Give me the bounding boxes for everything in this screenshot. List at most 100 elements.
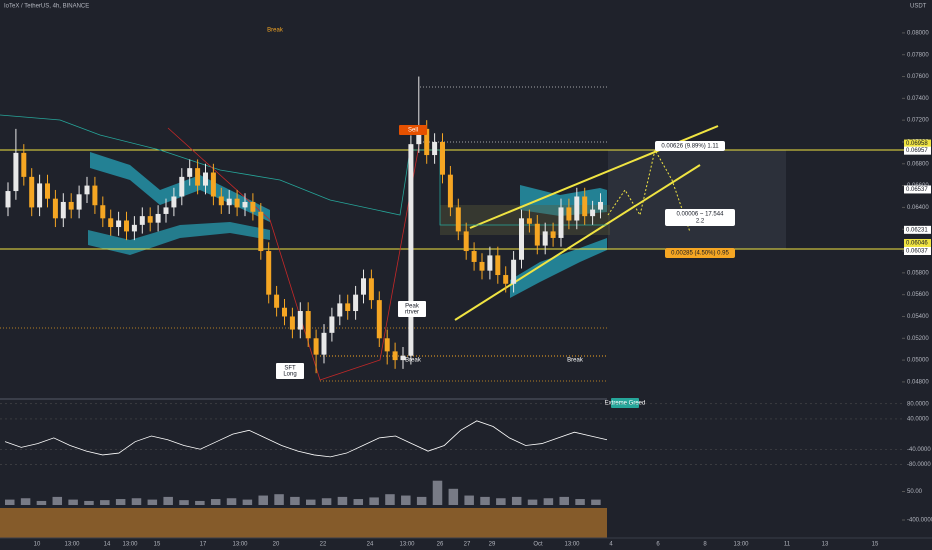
x-tick-label: Oct bbox=[533, 542, 543, 548]
candle-body bbox=[258, 211, 264, 252]
volume-bar bbox=[5, 499, 15, 505]
candle-body bbox=[139, 216, 145, 225]
x-tick-label: 14 bbox=[104, 542, 111, 548]
candle-body bbox=[5, 191, 11, 208]
x-tick-label: 13:00 bbox=[733, 542, 749, 548]
measure-box bbox=[665, 248, 735, 258]
volume-bar bbox=[84, 500, 94, 505]
x-tick-label: 13 bbox=[822, 542, 829, 548]
candle-body bbox=[542, 231, 548, 246]
volume-bar bbox=[337, 496, 348, 505]
x-tick-label: 4 bbox=[609, 542, 613, 548]
candle-body bbox=[163, 207, 169, 214]
candle-body bbox=[203, 172, 208, 186]
volume-bar bbox=[210, 499, 221, 505]
x-tick-label: 13:00 bbox=[399, 542, 415, 548]
price-label-box bbox=[904, 246, 931, 255]
candle-body bbox=[155, 213, 161, 223]
candle-body bbox=[60, 201, 66, 219]
candle-body bbox=[274, 294, 280, 308]
volume-bar bbox=[432, 480, 443, 505]
y-tick-label: 0.04800 bbox=[907, 379, 929, 385]
volume-bar bbox=[36, 500, 47, 505]
candle-body bbox=[495, 255, 501, 276]
annotation: Break bbox=[567, 358, 584, 364]
x-tick-label: 6 bbox=[656, 542, 660, 548]
candle-body bbox=[487, 255, 493, 271]
candle-body bbox=[226, 198, 232, 206]
price-label-box bbox=[904, 239, 931, 248]
osc-tick-label: 40.0000 bbox=[907, 417, 929, 423]
candle-body bbox=[131, 224, 137, 232]
osc-tick-label: -40.0000 bbox=[907, 447, 931, 453]
osc-tick-label: 80.0000 bbox=[907, 401, 929, 407]
volume-bar bbox=[543, 498, 554, 505]
volume-bar bbox=[480, 496, 490, 505]
lower-pane-band bbox=[0, 508, 607, 538]
cloud bbox=[88, 222, 270, 255]
volume-bar bbox=[527, 499, 538, 505]
volume-bar bbox=[115, 499, 126, 505]
price-label: 0.06957 bbox=[906, 148, 928, 154]
candle-body bbox=[471, 251, 477, 262]
candle-body bbox=[558, 207, 564, 238]
annotation-box bbox=[398, 301, 426, 317]
candle-body bbox=[92, 185, 98, 206]
price-label-box bbox=[904, 146, 931, 155]
candle-body bbox=[37, 183, 43, 208]
candle-body bbox=[218, 196, 224, 206]
candle-body bbox=[345, 303, 351, 312]
candle-body bbox=[574, 196, 580, 221]
measure-box bbox=[655, 141, 725, 151]
candle-body bbox=[195, 168, 201, 186]
candle-body bbox=[534, 223, 540, 246]
candle-body bbox=[234, 198, 240, 208]
annotation: Break bbox=[405, 358, 422, 364]
candle-body bbox=[100, 205, 106, 219]
candle-body bbox=[408, 144, 414, 356]
candle-body bbox=[550, 231, 556, 238]
volume-bar bbox=[496, 498, 506, 505]
candle-body bbox=[353, 294, 359, 312]
price-label: 0.06958 bbox=[906, 141, 928, 147]
candle-body bbox=[329, 316, 335, 333]
x-tick-label: 26 bbox=[437, 542, 444, 548]
candle-body bbox=[45, 183, 50, 199]
candle-body bbox=[337, 303, 343, 317]
candle-body bbox=[76, 194, 82, 210]
candle-body bbox=[590, 209, 596, 217]
y-tick-label: 0.08000 bbox=[907, 30, 929, 36]
candle-body bbox=[455, 207, 461, 232]
volume-bar bbox=[274, 494, 284, 505]
volume-bar bbox=[163, 496, 173, 505]
volume-bar bbox=[448, 488, 459, 505]
currency: USDT bbox=[910, 4, 927, 10]
projection bbox=[607, 148, 691, 233]
x-tick-label: 13:00 bbox=[564, 542, 580, 548]
volume-bar bbox=[258, 495, 268, 505]
volume-bar bbox=[591, 499, 601, 505]
volume-bar bbox=[226, 498, 237, 505]
volume-bar bbox=[20, 498, 31, 505]
candle-body bbox=[416, 128, 422, 145]
annotation: rtrver bbox=[405, 310, 419, 316]
candle-body bbox=[424, 128, 430, 156]
y-tick-label: 0.07200 bbox=[907, 118, 929, 124]
oscillator-line bbox=[4, 420, 608, 458]
x-tick-label: 15 bbox=[872, 542, 879, 548]
candle-body bbox=[108, 218, 114, 228]
candle-body bbox=[68, 201, 74, 210]
annotation: SFT bbox=[284, 366, 296, 372]
candle-body bbox=[432, 141, 438, 156]
volume-bar bbox=[559, 496, 569, 505]
measure-label: 0.00285 (4.50%) 0.95 bbox=[671, 251, 729, 257]
volume-bar bbox=[511, 496, 522, 505]
candle-body bbox=[21, 152, 27, 177]
price-label-box bbox=[904, 225, 931, 234]
candle-body bbox=[526, 218, 532, 224]
measure-area bbox=[608, 150, 786, 249]
volume-bar bbox=[131, 498, 142, 505]
x-tick-label: 20 bbox=[273, 542, 280, 548]
